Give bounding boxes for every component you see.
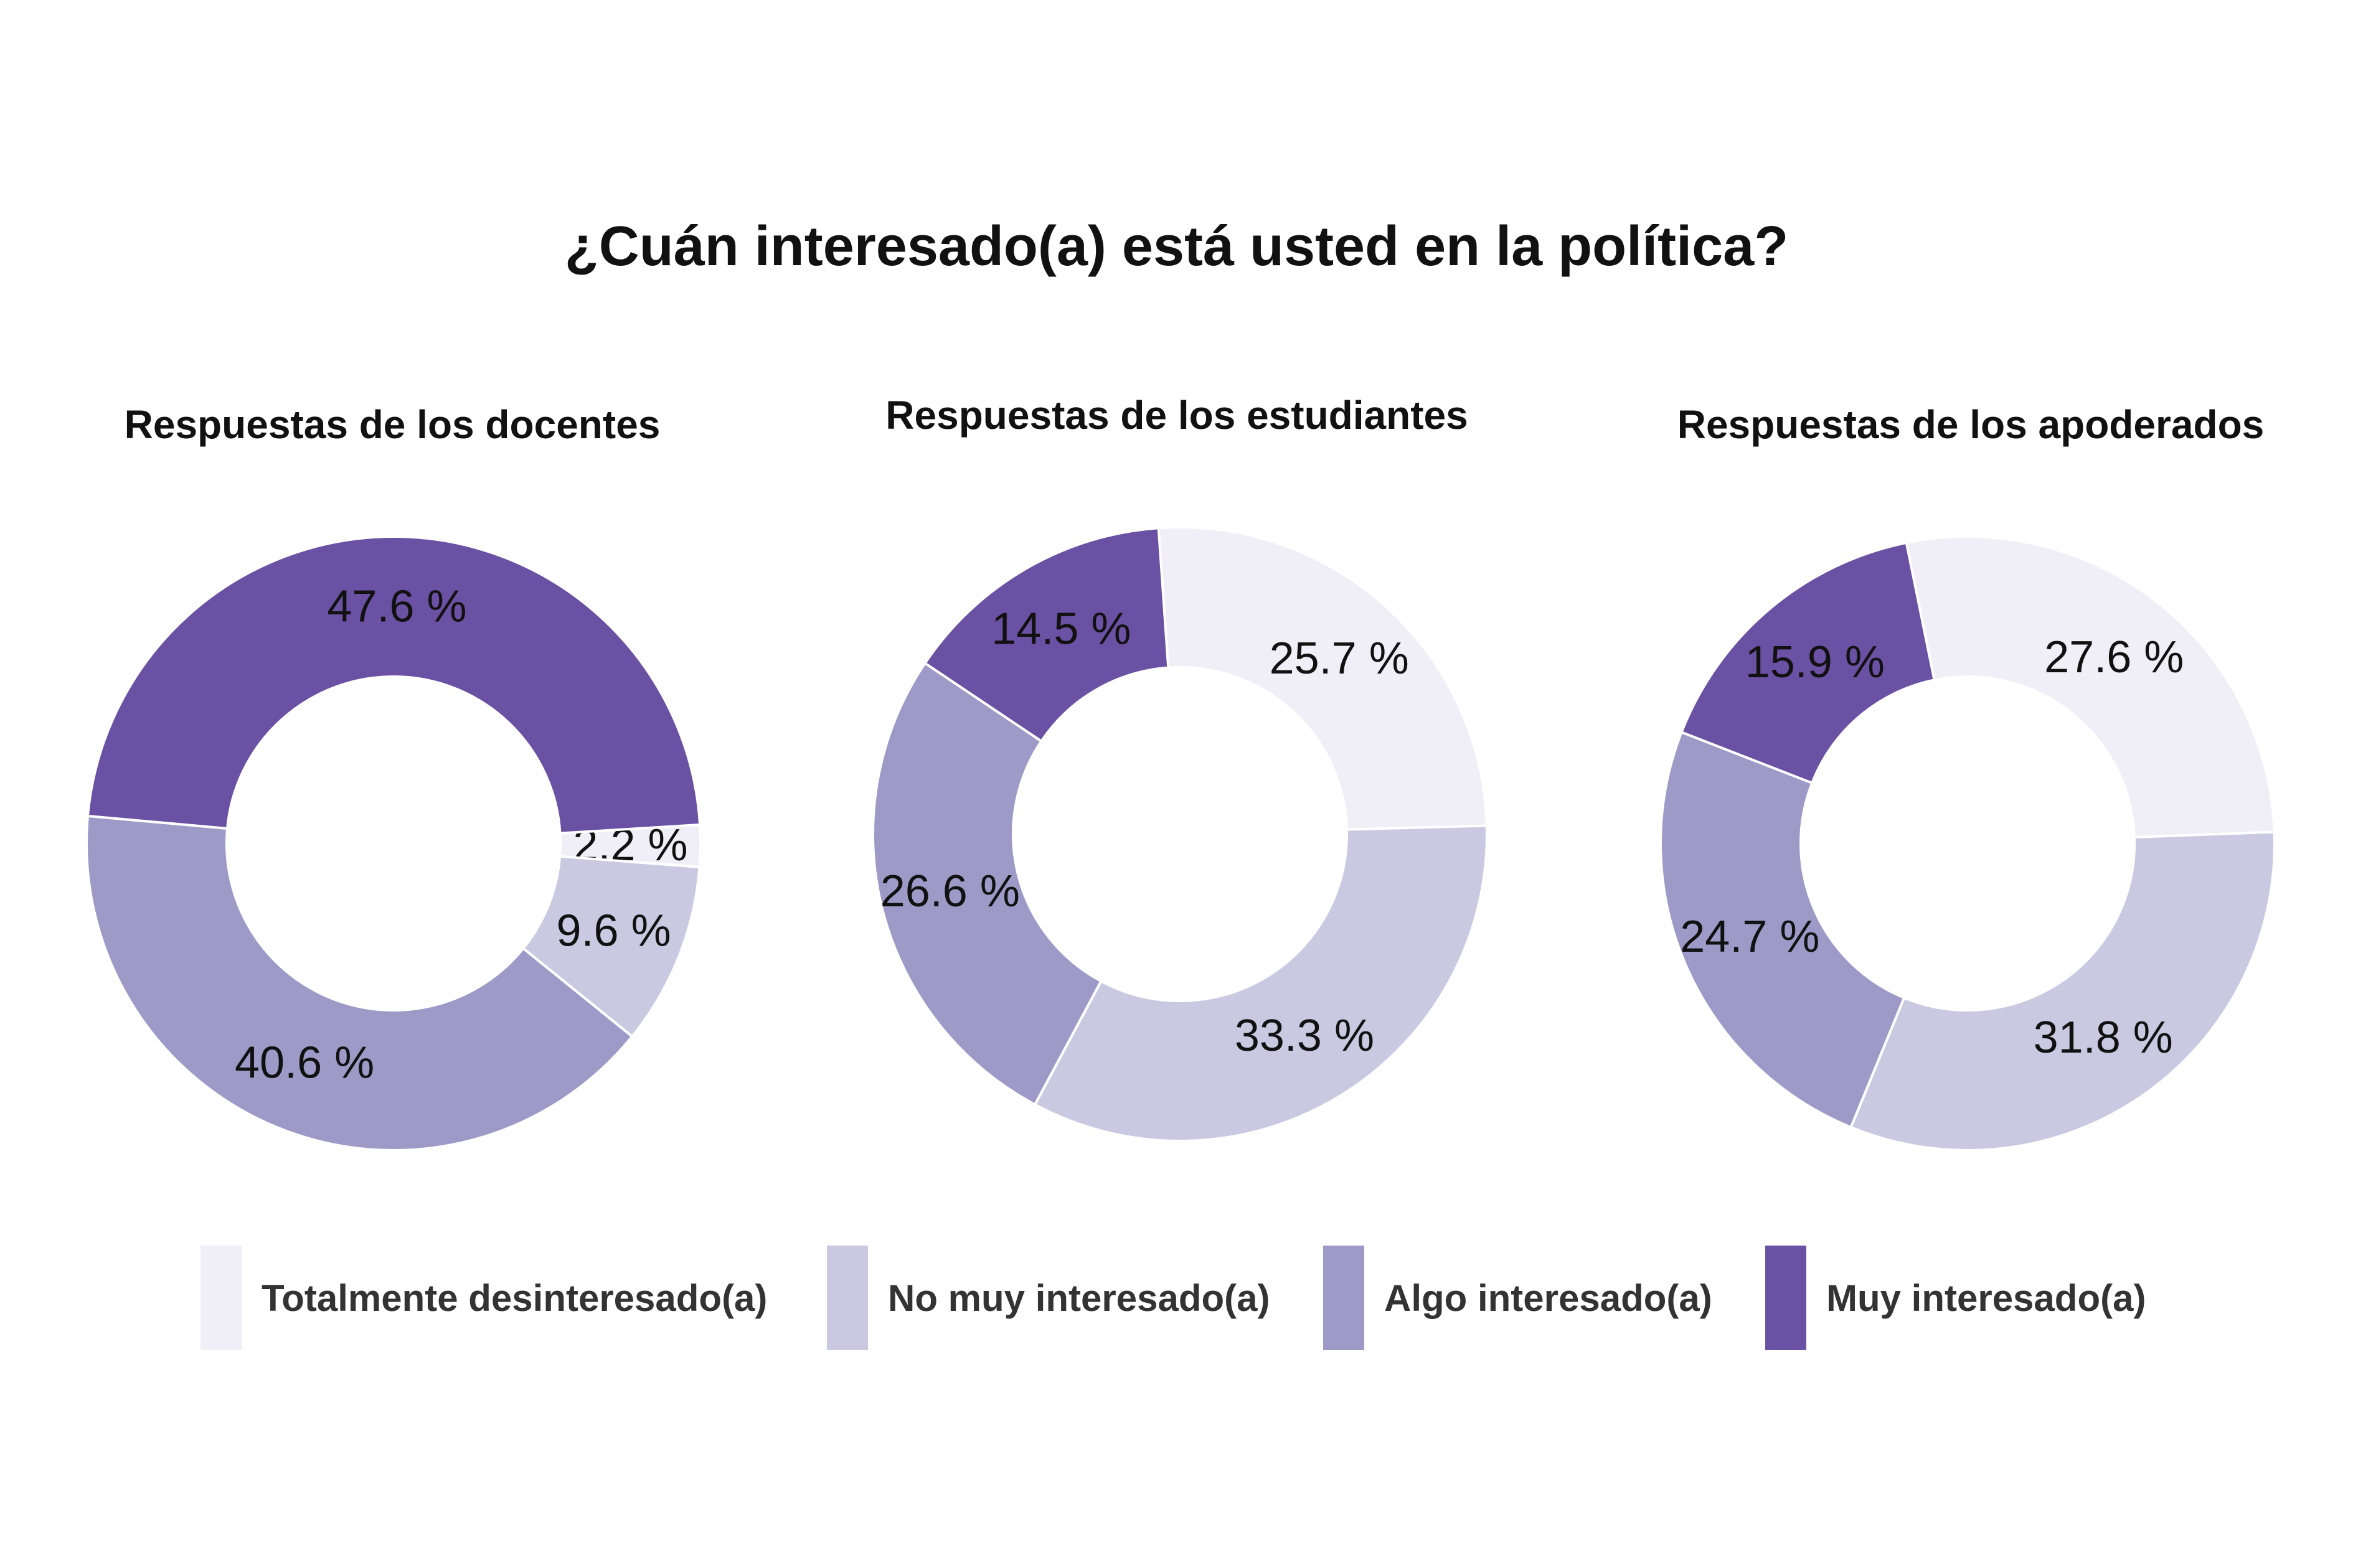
legend-swatch [1323,1246,1364,1350]
slice-label-algo-interesado: 24.7 % [1680,912,1819,962]
donut-slice-totalmente-desinteresado [1905,535,2276,839]
slice-label-algo-interesado: 26.6 % [880,866,1020,916]
panel-title-docentes: Respuestas de los docentes [124,402,661,447]
legend-label: Algo interesado(a) [1384,1277,1712,1319]
donut-slice-no-muy-interesado [1033,824,1488,1142]
legend-item-totalmente-desinteresado: Totalmente desinteresado(a) [200,1245,767,1351]
slice-label-totalmente-desinteresado: 27.6 % [2044,632,2184,682]
donut-slice-no-muy-interesado [521,855,701,1038]
donut-slice-muy-interesado [923,527,1170,743]
legend-item-algo-interesado: Algo interesado(a) [1323,1245,1712,1351]
slice-label-algo-interesado: 40.6 % [235,1038,374,1088]
slice-label-muy-interesado: 47.6 % [327,582,466,632]
donut-slice-algo-interesado [85,814,634,1152]
donut-chart-estudiantes: 25.7 % 33.3 % 26.6 % 14.5 % [871,526,1488,1142]
slice-label-muy-interesado: 14.5 % [991,604,1131,654]
donut-slice-algo-interesado [871,661,1103,1107]
donut-chart-docentes: 2.2 %9.6 %40.6 %47.6 % [85,535,702,1152]
donut-slice-no-muy-interesado [1849,830,2276,1152]
donut-slice-muy-interesado [1679,541,1936,785]
donut-slice-muy-interesado [86,535,702,835]
panel-title-apoderados: Respuestas de los apoderados [1677,402,2265,447]
slice-label-muy-interesado: 15.9 % [1745,637,1885,687]
legend-label: Muy interesado(a) [1826,1277,2146,1319]
legend-label: No muy interesado(a) [888,1277,1270,1319]
legend-swatch [827,1246,868,1350]
legend-swatch [1765,1246,1806,1350]
legend: Totalmente desinteresado(a) No muy inter… [0,1245,2353,1351]
legend-item-no-muy-interesado: No muy interesado(a) [827,1245,1270,1351]
legend-swatch [200,1246,242,1350]
chart-title: ¿Cuán interesado(a) está usted en la pol… [564,215,1789,278]
donut-slice-algo-interesado [1659,730,1906,1129]
slice-label-no-muy-interesado: 33.3 % [1235,1011,1374,1061]
slice-label-totalmente-desinteresado: 25.7 % [1270,634,1409,683]
donut-slice-totalmente-desinteresado [1157,526,1488,831]
donut-chart-apoderados: 27.6 % 31.8 % 24.7 % 15.9 % [1659,535,2276,1152]
slice-label-no-muy-interesado: 31.8 % [2034,1013,2173,1063]
legend-item-muy-interesado: Muy interesado(a) [1765,1245,2146,1351]
legend-label: Totalmente desinteresado(a) [262,1277,768,1319]
panel-title-estudiantes: Respuestas de los estudiantes [885,393,1468,438]
slice-label-no-muy-interesado: 9.6 % [556,906,671,956]
